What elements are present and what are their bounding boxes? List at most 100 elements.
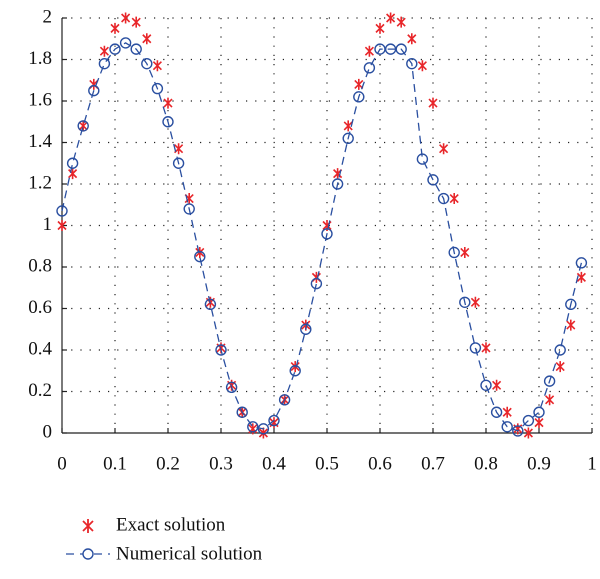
y-tick-label: 1.6: [28, 89, 52, 110]
circle-marker: [56, 205, 68, 217]
circle-marker: [300, 323, 312, 335]
x-tick-label: 0.8: [474, 453, 498, 474]
circle-marker: [331, 178, 344, 190]
legend-label: Exact solution: [116, 514, 226, 535]
star-marker: [142, 33, 152, 45]
circle-marker: [119, 37, 132, 49]
circle-marker: [77, 120, 89, 132]
star-marker: [492, 379, 502, 391]
y-tick-label: 0.8: [28, 255, 52, 276]
y-tick-label: 1: [43, 214, 53, 235]
y-tick-label: 0: [43, 421, 53, 442]
y-tick-label: 0.2: [28, 380, 52, 401]
circle-marker: [98, 57, 111, 70]
star-marker: [110, 22, 120, 34]
circle-marker: [459, 296, 471, 308]
star-marker: [513, 423, 523, 435]
star-marker: [449, 193, 459, 205]
star-marker: [481, 342, 491, 354]
circle-marker: [395, 43, 407, 55]
circle-marker: [183, 203, 195, 215]
circle-marker: [268, 414, 280, 427]
circle-marker: [480, 379, 492, 391]
circle-marker: [66, 157, 79, 169]
circle-marker: [172, 157, 185, 169]
x-tick-label: 0.2: [156, 453, 180, 474]
star-marker: [460, 246, 470, 258]
x-tick-label: 0.1: [103, 453, 127, 474]
circle-marker: [151, 82, 164, 95]
star-marker: [364, 45, 374, 57]
circle-marker: [204, 298, 217, 311]
star-marker: [174, 143, 184, 155]
circle-marker: [88, 84, 100, 97]
circle-marker: [278, 394, 291, 406]
y-tick-label: 1.2: [28, 172, 52, 193]
y-tick-label: 0.6: [28, 297, 52, 318]
circle-marker: [310, 277, 323, 290]
circle-marker: [130, 43, 142, 55]
circle-marker: [257, 423, 270, 435]
circle-marker: [416, 153, 429, 165]
series-line: [61, 42, 583, 432]
circle-marker: [501, 421, 513, 433]
circle-marker: [162, 116, 174, 128]
x-tick-label: 0.5: [315, 453, 339, 474]
star-marker: [248, 423, 258, 435]
circle-marker: [194, 250, 206, 263]
star-marker: [343, 120, 353, 132]
legend-label: Numerical solution: [116, 543, 263, 564]
star-marker: [152, 60, 162, 72]
circle-marker: [469, 342, 482, 354]
circle-marker: [109, 43, 121, 55]
circle-marker: [215, 344, 227, 356]
star-marker: [502, 406, 512, 418]
star-marker: [290, 361, 300, 373]
y-tick-label: 1.8: [28, 48, 52, 69]
circle-marker: [342, 132, 354, 145]
circle-marker: [575, 257, 588, 269]
y-tick-label: 1.4: [28, 131, 52, 152]
circle-marker: [543, 375, 556, 387]
circle-marker: [236, 406, 248, 418]
circle-marker: [522, 414, 535, 427]
circle-marker: [247, 421, 259, 433]
star-marker: [131, 16, 141, 28]
circle-marker: [533, 406, 545, 418]
circle-marker: [512, 425, 524, 437]
circle-marker: [321, 228, 333, 240]
star-marker: [470, 296, 480, 308]
star-marker: [99, 45, 109, 57]
star-marker: [566, 319, 576, 331]
star-marker: [386, 12, 396, 24]
star-marker: [555, 361, 565, 373]
circle-marker: [490, 406, 503, 418]
star-marker: [195, 246, 205, 258]
star-marker: [68, 168, 78, 180]
circle-marker: [437, 192, 450, 205]
x-tick-label: 0: [57, 453, 67, 474]
x-tick-label: 0.6: [368, 453, 392, 474]
star-marker: [163, 97, 173, 109]
legend-circle: [66, 548, 110, 560]
x-tick-label: 1: [587, 453, 597, 474]
star-marker: [428, 97, 438, 109]
star-marker: [439, 143, 449, 155]
x-tick-label: 0.4: [262, 453, 286, 474]
y-tick-label: 0.4: [28, 338, 52, 359]
star-marker: [407, 33, 417, 45]
x-tick-label: 0.7: [421, 453, 445, 474]
star-marker: [121, 12, 131, 24]
star-marker: [417, 60, 427, 72]
circle-marker: [565, 298, 577, 311]
circle-marker: [427, 174, 439, 186]
star-marker: [534, 417, 544, 429]
star-marker: [354, 78, 364, 90]
circle-marker: [554, 344, 566, 356]
circle-marker: [225, 381, 238, 394]
star-marker: [523, 427, 533, 439]
star-marker: [78, 120, 88, 132]
star-marker: [576, 271, 586, 283]
circle-marker: [289, 365, 301, 377]
